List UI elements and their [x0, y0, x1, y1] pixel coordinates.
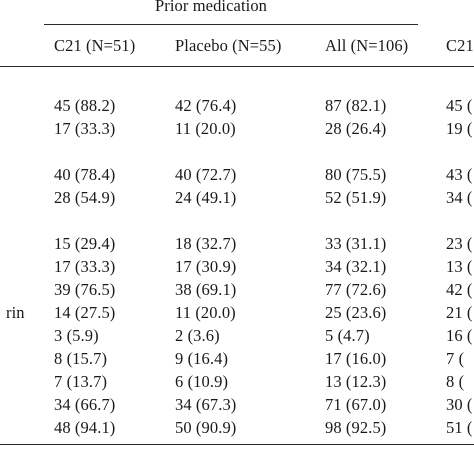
cell-placebo: 9 (16.4) — [175, 349, 229, 368]
cell-c21: 28 (54.9) — [54, 188, 116, 207]
cell-c21-second: 34 ( — [446, 188, 473, 207]
cell-c21: 40 (78.4) — [54, 165, 116, 184]
cell-placebo: 6 (10.9) — [175, 372, 229, 391]
cell-placebo: 42 (76.4) — [175, 96, 237, 115]
cell-c21: 39 (76.5) — [54, 280, 116, 299]
header-bottom-rule — [0, 66, 474, 67]
cell-c21-second: 7 ( — [446, 349, 465, 368]
cell-placebo: 38 (69.1) — [175, 280, 237, 299]
cell-all: 25 (23.6) — [325, 303, 387, 322]
cell-all: 71 (67.0) — [325, 395, 387, 414]
cell-placebo: 17 (30.9) — [175, 257, 237, 276]
cell-c21-second: 45 ( — [446, 96, 473, 115]
cell-placebo: 11 (20.0) — [175, 119, 236, 138]
cell-c21: 34 (66.7) — [54, 395, 116, 414]
cell-all: 52 (51.9) — [325, 188, 387, 207]
column-header-placebo: Placebo (N=55) — [175, 36, 282, 55]
cell-c21: 48 (94.1) — [54, 418, 116, 437]
column-header-all: All (N=106) — [325, 36, 409, 55]
cell-all: 13 (12.3) — [325, 372, 387, 391]
cell-c21: 45 (88.2) — [54, 96, 116, 115]
cell-all: 80 (75.5) — [325, 165, 387, 184]
cell-placebo: 11 (20.0) — [175, 303, 236, 322]
cell-placebo: 2 (3.6) — [175, 326, 220, 345]
column-header-c21: C21 (N=51) — [54, 36, 136, 55]
cell-all: 33 (31.1) — [325, 234, 387, 253]
cell-c21-second: 51 ( — [446, 418, 473, 437]
cell-c21: 3 (5.9) — [54, 326, 99, 345]
cell-all: 17 (16.0) — [325, 349, 387, 368]
cell-c21: 15 (29.4) — [54, 234, 116, 253]
cell-all: 77 (72.6) — [325, 280, 387, 299]
cell-c21-second: 30 ( — [446, 395, 473, 414]
cell-all: 34 (32.1) — [325, 257, 387, 276]
cell-placebo: 34 (67.3) — [175, 395, 237, 414]
cell-c21-second: 21 ( — [446, 303, 473, 322]
cell-c21: 8 (15.7) — [54, 349, 108, 368]
cell-c21-second: 42 ( — [446, 280, 473, 299]
column-header-c21-second: C21 — [446, 36, 474, 55]
cell-c21: 17 (33.3) — [54, 257, 116, 276]
cell-all: 28 (26.4) — [325, 119, 387, 138]
table-bottom-rule — [0, 444, 474, 445]
cell-placebo: 18 (32.7) — [175, 234, 237, 253]
row-label-fragment: rin — [6, 303, 25, 322]
cell-placebo: 40 (72.7) — [175, 165, 237, 184]
cell-c21-second: 16 ( — [446, 326, 473, 345]
cell-c21: 14 (27.5) — [54, 303, 116, 322]
cell-c21: 7 (13.7) — [54, 372, 108, 391]
cell-placebo: 24 (49.1) — [175, 188, 237, 207]
cell-c21-second: 19 ( — [446, 119, 473, 138]
cell-placebo: 50 (90.9) — [175, 418, 237, 437]
group-header: Prior medication — [155, 0, 268, 15]
cell-c21-second: 23 ( — [446, 234, 473, 253]
cell-c21: 17 (33.3) — [54, 119, 116, 138]
cell-c21-second: 13 ( — [446, 257, 473, 276]
group-header-rule — [44, 24, 418, 25]
cell-all: 98 (92.5) — [325, 418, 387, 437]
cell-all: 87 (82.1) — [325, 96, 387, 115]
cell-c21-second: 43 ( — [446, 165, 473, 184]
cell-all: 5 (4.7) — [325, 326, 370, 345]
cell-c21-second: 8 ( — [446, 372, 465, 391]
